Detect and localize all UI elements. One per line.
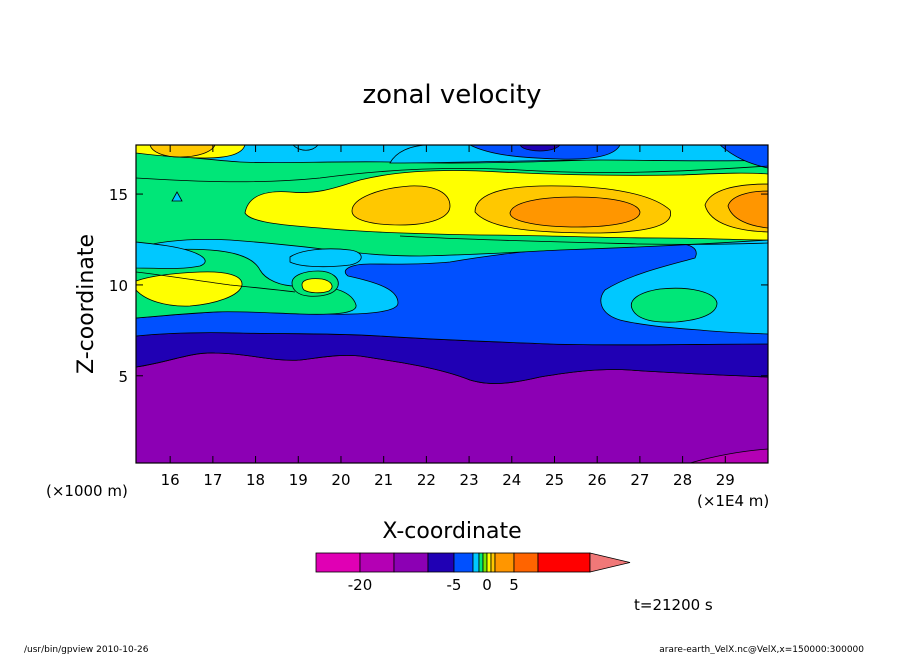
y-tick-label: 5 — [118, 368, 128, 386]
footer-left: /usr/bin/gpview 2010-10-26 — [24, 645, 149, 654]
colorbar-tick-label: 0 — [482, 576, 492, 594]
band-orange-1 — [351, 185, 451, 226]
colorbar-segment — [359, 552, 395, 573]
colorbar-tick-label: -20 — [348, 576, 373, 594]
x-tick-label: 24 — [502, 471, 521, 489]
y-axis: 5 10 15 — [109, 186, 768, 386]
y-tick-label: 15 — [109, 186, 128, 204]
x-tick-label: 20 — [331, 471, 350, 489]
band-green-right — [631, 287, 718, 323]
colorbar-segment — [486, 552, 492, 573]
colorbar-segment — [478, 552, 484, 573]
x-tick-label: 29 — [716, 471, 735, 489]
colorbar-tick-label: -5 — [447, 576, 462, 594]
y-scale-note: (×1000 m) — [46, 482, 128, 500]
colorbar-segment — [315, 552, 361, 573]
x-tick-label: 22 — [417, 471, 436, 489]
band-yellow-blob-mid — [301, 278, 333, 294]
chart-title: zonal velocity — [362, 80, 541, 110]
colorbar-extend-arrow — [589, 552, 631, 573]
x-tick-label: 25 — [545, 471, 564, 489]
band-blue — [136, 242, 768, 346]
band-yellow-left — [136, 271, 243, 307]
y-tick-label: 10 — [109, 277, 128, 295]
x-tick-label: 17 — [203, 471, 222, 489]
x-scale-note: (×1E4 m) — [697, 492, 769, 510]
x-tick-label: 21 — [374, 471, 393, 489]
contour-lines — [136, 165, 768, 293]
contour-field — [136, 145, 768, 463]
colorbar-segment — [494, 552, 515, 573]
y-axis-label: Z-coordinate — [74, 234, 99, 374]
x-tick-label: 28 — [673, 471, 692, 489]
colorbar-tick-label: 5 — [509, 576, 519, 594]
x-axis: 16 17 18 19 20 21 22 23 24 25 26 27 28 29 — [161, 145, 735, 489]
band-cyan-triangle — [171, 191, 183, 202]
colorbar: -20 -5 0 5 — [315, 552, 631, 594]
x-tick-label: 18 — [246, 471, 265, 489]
band-dark-orange-1 — [509, 196, 641, 228]
band-cyan-left — [136, 241, 206, 269]
band-blue-top — [469, 145, 621, 160]
x-tick-label: 19 — [289, 471, 308, 489]
colorbar-segment — [472, 552, 480, 573]
colorbar-segment — [513, 552, 539, 573]
band-cyan-mid — [289, 248, 362, 268]
plot-frame — [135, 144, 769, 464]
x-axis-label: X-coordinate — [382, 519, 521, 544]
colorbar-segment — [482, 552, 488, 573]
band-navy-top — [519, 145, 561, 152]
band-orange-left — [149, 145, 216, 158]
colorbar-segment — [490, 552, 496, 573]
band-dark-orange-2 — [727, 190, 768, 229]
footer-right: arare-earth_VelX.nc@VelX,x=150000:300000 — [659, 645, 864, 654]
x-tick-label: 23 — [460, 471, 479, 489]
x-tick-label: 16 — [161, 471, 180, 489]
time-annotation: t=21200 s — [634, 596, 713, 614]
colorbar-segment — [537, 552, 591, 573]
x-tick-label: 27 — [630, 471, 649, 489]
colorbar-segment — [393, 552, 429, 573]
x-tick-label: 26 — [588, 471, 607, 489]
colorbar-segment — [427, 552, 455, 573]
colorbar-segment — [453, 552, 474, 573]
